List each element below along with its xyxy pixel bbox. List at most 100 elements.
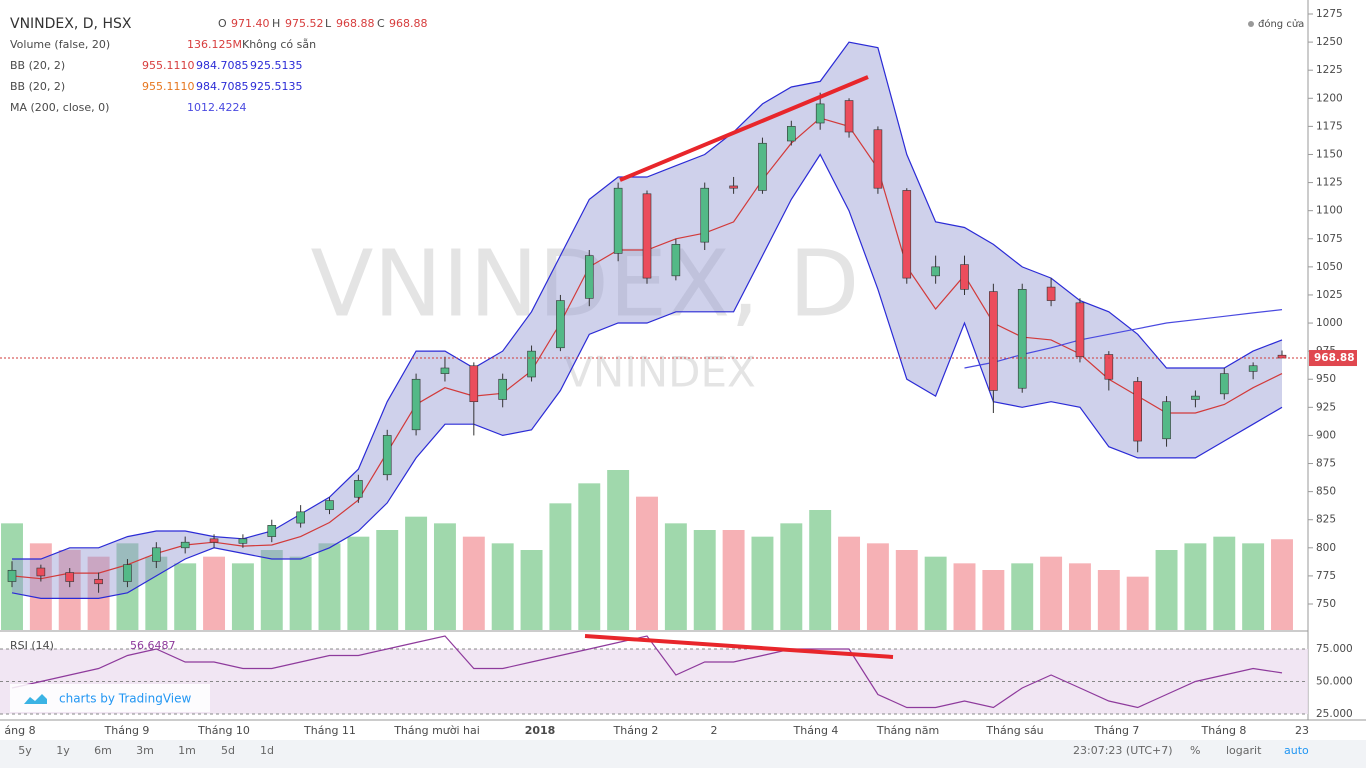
y-tick-label: 1100 (1316, 205, 1343, 217)
candle-body (65, 572, 75, 582)
volume-bar (1097, 570, 1120, 630)
range-button[interactable]: 1d (260, 744, 274, 757)
time-label: Tháng 11 (303, 724, 356, 737)
volume-bar (29, 543, 52, 630)
candle-body (152, 547, 161, 562)
bb-fill (12, 42, 1282, 599)
trend-line (584, 634, 894, 659)
volume-bar (982, 570, 1005, 630)
volume-bar (203, 556, 226, 630)
last-price-tag (1309, 350, 1357, 367)
candle-body (1133, 381, 1142, 442)
volume-bar (1242, 543, 1265, 630)
ohlc-value: 968.88 (389, 17, 428, 30)
auto-toggle[interactable]: auto (1284, 744, 1309, 757)
branding[interactable]: charts by TradingView (59, 692, 191, 706)
range-button[interactable]: 1m (178, 744, 196, 757)
ohlc-label: H (272, 17, 280, 30)
indicator-value: 1012.4224 (187, 101, 247, 114)
candle-body (7, 569, 17, 582)
volume-bar (809, 510, 832, 630)
candle-body (325, 500, 334, 510)
range-button[interactable]: 3m (136, 744, 154, 757)
bb-lower (11, 153, 1283, 599)
y-tick-label: 1200 (1316, 92, 1343, 104)
time-label: Tháng sáu (985, 724, 1043, 737)
volume-bar (260, 550, 283, 630)
rsi-tick-label: 75.000 (1316, 643, 1353, 655)
y-tick-label: 1175 (1316, 120, 1343, 132)
candle-body (382, 435, 392, 476)
indicator-value: 984.7085 (196, 59, 249, 72)
last-price-label: 968.88 (1314, 352, 1355, 364)
volume-bar (289, 556, 312, 630)
y-tick-label: 900 (1316, 429, 1336, 441)
y-tick-label: 1225 (1316, 64, 1343, 76)
candle-body (1075, 302, 1085, 358)
volume-bar (231, 563, 254, 630)
volume-bar (318, 543, 341, 630)
candle-body (902, 190, 912, 279)
volume-bar (347, 536, 370, 630)
indicator-value: 136.125M (187, 38, 242, 51)
time-label: 2018 (525, 724, 556, 737)
time-label: Tháng 8 (1201, 724, 1247, 737)
candle-body (498, 378, 507, 400)
percent-toggle[interactable]: % (1190, 744, 1200, 757)
symbol[interactable]: VNINDEX, D, HSX (10, 16, 132, 32)
volume-bar (491, 543, 514, 630)
volume-bar (924, 556, 947, 630)
candle-body (613, 187, 623, 254)
volume-bar (664, 523, 687, 630)
y-tick-label: 1125 (1316, 177, 1343, 189)
candle-body (1104, 354, 1114, 380)
indicator-name[interactable]: BB (20, 2) (10, 80, 65, 93)
log-toggle[interactable]: logarit (1226, 744, 1262, 757)
volume-bar (433, 523, 456, 630)
range-button[interactable]: 5d (221, 744, 235, 757)
candle-body (209, 538, 219, 543)
y-tick-label: 775 (1316, 570, 1336, 582)
time-label: 23 (1295, 724, 1309, 737)
volume-bar (1040, 556, 1063, 630)
y-tick-label: 925 (1316, 401, 1336, 413)
candle-body (123, 564, 132, 582)
indicator-value: 925.5135 (250, 80, 303, 93)
candle-body (469, 365, 479, 403)
candle-body (584, 255, 594, 299)
indicator-name[interactable]: MA (200, close, 0) (10, 101, 109, 114)
volume-bar (1155, 550, 1178, 630)
volume-bar (953, 563, 976, 630)
candle-body (1191, 395, 1200, 400)
candle-body (238, 538, 248, 544)
y-tick-label: 800 (1316, 542, 1336, 554)
candle-body (180, 541, 190, 549)
volume-bar (607, 470, 630, 630)
indicator-name[interactable]: BB (20, 2) (10, 59, 65, 72)
y-tick-label: 1075 (1316, 233, 1343, 245)
range-button[interactable]: 6m (94, 744, 112, 757)
volume-bar (866, 543, 889, 630)
candle-body (1017, 289, 1027, 389)
volume-bar (722, 530, 745, 630)
volume-bar (1271, 539, 1293, 630)
candle-body (1162, 401, 1171, 440)
time-label: Tháng mười hai (393, 724, 480, 737)
indicator-name[interactable]: Volume (false, 20) (10, 38, 110, 51)
time-label: Tháng 10 (197, 724, 250, 737)
range-button[interactable]: 5y (18, 744, 32, 757)
volume-bar (1126, 576, 1149, 630)
rsi-line (11, 635, 1283, 709)
volume-bar (1068, 563, 1091, 630)
y-tick-label: 850 (1316, 486, 1336, 498)
clock: 23:07:23 (UTC+7) (1073, 744, 1173, 757)
volume-bar (751, 536, 774, 630)
candle-body (844, 100, 854, 133)
indicator-name[interactable]: RSI (14) (10, 639, 54, 652)
candle-body (758, 142, 767, 191)
volume-bar (174, 563, 197, 630)
range-button[interactable]: 1y (56, 744, 70, 757)
ohlc-label: L (325, 17, 332, 30)
volume-bar (693, 530, 716, 630)
indicator-value: 955.1110 (142, 80, 195, 93)
